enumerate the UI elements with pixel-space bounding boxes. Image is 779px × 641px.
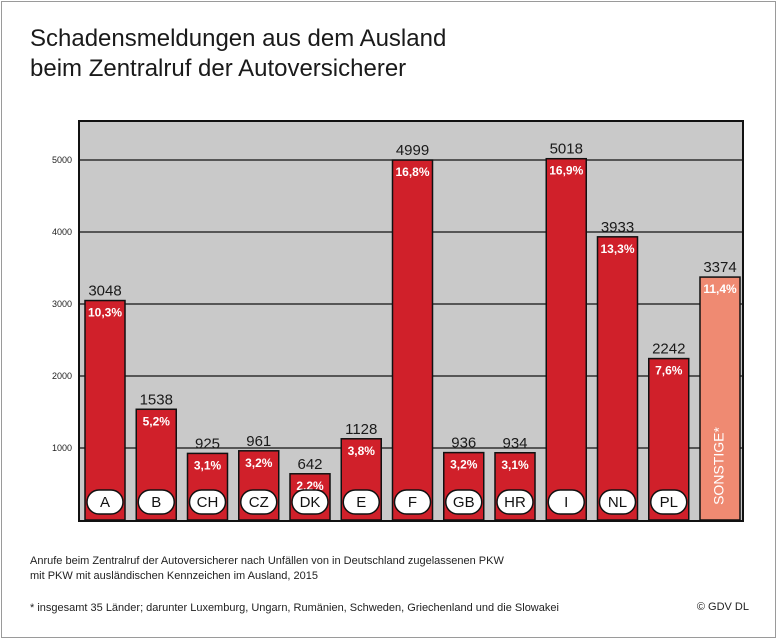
percent-label: 3,2% bbox=[450, 458, 478, 472]
bar bbox=[699, 276, 741, 521]
value-label: 925 bbox=[195, 435, 220, 452]
value-label: 642 bbox=[297, 456, 322, 473]
footnote: * insgesamt 35 Länder; darunter Luxembur… bbox=[30, 602, 559, 614]
percent-label: 3,1% bbox=[194, 458, 222, 472]
percent-label: 5,2% bbox=[143, 414, 171, 428]
bar bbox=[84, 299, 126, 521]
value-label: 3048 bbox=[88, 283, 121, 300]
category-label: F bbox=[408, 494, 417, 511]
value-label: 936 bbox=[451, 435, 476, 452]
category-badge bbox=[598, 489, 637, 515]
category-label: GB bbox=[453, 494, 475, 511]
value-label: 3933 bbox=[601, 219, 634, 236]
category-badge bbox=[188, 489, 227, 515]
value-label: 1128 bbox=[345, 421, 377, 438]
category-badge bbox=[393, 489, 432, 515]
percent-label: 7,6% bbox=[655, 364, 683, 378]
category-badge bbox=[291, 489, 329, 515]
category-label: B bbox=[151, 494, 161, 511]
category-badge bbox=[547, 489, 585, 515]
y-tick-label: 1000 bbox=[52, 443, 72, 453]
percent-label: 16,9% bbox=[549, 164, 583, 178]
y-tick-label: 4000 bbox=[52, 227, 72, 237]
category-label: DK bbox=[300, 494, 321, 511]
value-label: 5018 bbox=[550, 141, 583, 158]
category-label: CZ bbox=[249, 494, 269, 511]
percent-label: 10,3% bbox=[88, 306, 122, 320]
bar bbox=[596, 236, 639, 521]
value-label: 3374 bbox=[703, 259, 736, 276]
category-label: E bbox=[356, 494, 366, 511]
value-label: 934 bbox=[502, 435, 527, 452]
category-badge bbox=[342, 489, 380, 515]
category-label: PL bbox=[660, 494, 678, 511]
bar bbox=[545, 157, 587, 521]
value-label: 1538 bbox=[140, 391, 173, 408]
percent-label: 13,3% bbox=[600, 242, 634, 256]
value-label: 961 bbox=[246, 433, 271, 450]
percent-label: 3,1% bbox=[501, 458, 529, 472]
category-badge bbox=[240, 489, 278, 515]
chart-title-line-2: beim Zentralruf der Autoversicherer bbox=[30, 55, 407, 82]
chart-title: Schadensmeldungen aus dem Ausland beim Z… bbox=[30, 24, 446, 84]
y-tick-label: 2000 bbox=[52, 371, 72, 381]
bar bbox=[391, 159, 434, 521]
category-label: SONSTIGE* bbox=[711, 427, 727, 505]
y-tick-label: 5000 bbox=[52, 155, 72, 165]
category-label: HR bbox=[504, 494, 526, 511]
category-label: NL bbox=[608, 494, 627, 511]
category-badge bbox=[496, 489, 534, 515]
category-badge bbox=[650, 489, 688, 515]
category-label: CH bbox=[197, 494, 219, 511]
percent-label: 3,8% bbox=[348, 444, 376, 458]
category-label: I bbox=[564, 494, 568, 511]
category-badge bbox=[86, 489, 124, 515]
category-label: A bbox=[100, 494, 110, 511]
percent-label: 11,4% bbox=[703, 282, 737, 296]
source-note-line-2: mit PKW mit ausländischen Kennzeichen im… bbox=[30, 570, 318, 582]
y-tick-label: 3000 bbox=[52, 299, 72, 309]
chart-title-line-1: Schadensmeldungen aus dem Ausland bbox=[30, 25, 447, 52]
source-note-line-1: Anrufe beim Zentralruf der Autoversicher… bbox=[30, 555, 504, 567]
category-badge bbox=[137, 489, 175, 515]
category-badge bbox=[445, 489, 483, 515]
copyright: © GDV DL bbox=[696, 601, 749, 613]
value-label: 2242 bbox=[652, 341, 685, 358]
percent-label: 3,2% bbox=[245, 456, 273, 470]
value-label: 4999 bbox=[396, 142, 429, 159]
percent-label: 16,8% bbox=[395, 165, 429, 179]
source-note: Anrufe beim Zentralruf der Autoversicher… bbox=[30, 554, 504, 584]
